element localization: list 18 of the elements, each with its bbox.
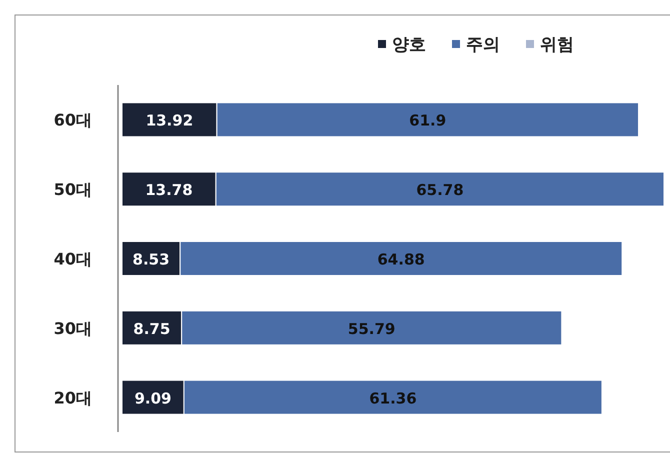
- data-label: 61.36: [369, 389, 417, 408]
- data-label: 13.92: [146, 112, 194, 130]
- y-tick-label: 30대: [54, 318, 92, 338]
- data-label: 8.75: [133, 320, 170, 338]
- legend-label: 양호: [392, 35, 426, 55]
- y-tick-label: 40대: [54, 250, 92, 268]
- y-tick-label: 60대: [54, 110, 92, 130]
- legend-label: 위험: [540, 35, 574, 55]
- data-label: 55.79: [348, 320, 396, 338]
- data-label: 13.78: [145, 181, 193, 200]
- data-label: 64.88: [377, 250, 425, 268]
- y-tick-label: 20대: [54, 388, 92, 408]
- y-tick-label: 50대: [54, 180, 92, 200]
- data-label: 61.9: [409, 112, 446, 130]
- legend-label: 주의: [466, 35, 500, 55]
- data-label: 9.09: [134, 389, 172, 408]
- data-label: 8.53: [132, 250, 170, 268]
- data-label: 65.78: [416, 181, 464, 200]
